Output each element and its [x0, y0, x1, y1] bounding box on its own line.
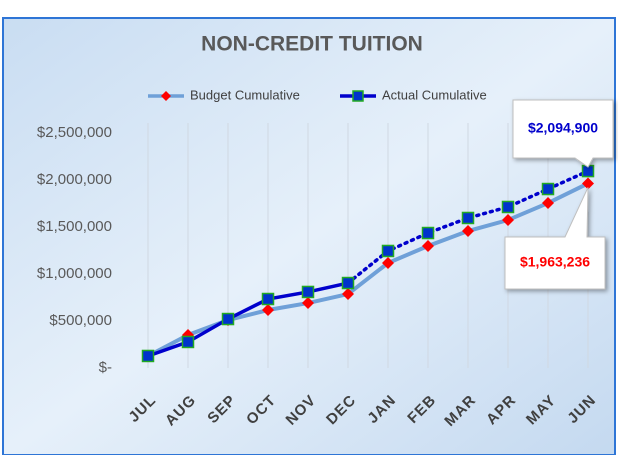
budget-marker [382, 257, 394, 270]
y-tick-label: $- [99, 359, 112, 376]
y-tick-label: $2,000,000 [37, 171, 112, 188]
legend-marker [352, 90, 364, 102]
budget-marker [342, 288, 354, 301]
data-label: $2,094,900 [528, 120, 598, 136]
y-tick-label: $1,000,000 [37, 265, 112, 282]
budget-marker [262, 304, 274, 317]
callout-box [512, 99, 614, 168]
actual-marker [301, 285, 315, 299]
y-tick-label: $1,500,000 [37, 218, 112, 235]
actual-marker [181, 335, 195, 349]
actual-marker [141, 349, 155, 363]
budget-marker [542, 197, 554, 210]
actual-marker [381, 244, 395, 258]
budget-marker [462, 225, 474, 238]
actual-line-solid [147, 281, 349, 358]
actual-marker [421, 226, 435, 240]
budget-marker [422, 239, 434, 252]
chart-title: NON-CREDIT TUITION [201, 33, 423, 56]
y-tick-label: $500,000 [49, 312, 112, 329]
callout-box [504, 187, 606, 290]
actual-marker [541, 182, 555, 196]
actual-marker [461, 211, 475, 225]
budget-marker [302, 297, 314, 310]
budget-marker [502, 214, 514, 227]
legend-label: Actual Cumulative [382, 87, 487, 102]
actual-marker [261, 292, 275, 306]
actual-marker [501, 200, 515, 214]
legend-marker [161, 91, 171, 101]
data-label: $1,963,236 [520, 254, 590, 270]
actual-marker [341, 276, 355, 290]
legend-label: Budget Cumulative [190, 87, 300, 102]
y-tick-label: $2,500,000 [37, 124, 112, 141]
budget-marker [582, 177, 594, 190]
actual-marker [221, 312, 235, 326]
